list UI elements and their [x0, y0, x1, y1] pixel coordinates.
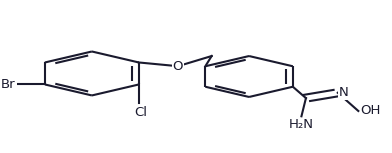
Text: Cl: Cl [134, 106, 147, 119]
Text: N: N [339, 86, 348, 99]
Text: OH: OH [360, 104, 381, 118]
Text: H₂N: H₂N [289, 118, 314, 131]
Text: O: O [173, 60, 183, 73]
Text: Br: Br [0, 78, 15, 91]
